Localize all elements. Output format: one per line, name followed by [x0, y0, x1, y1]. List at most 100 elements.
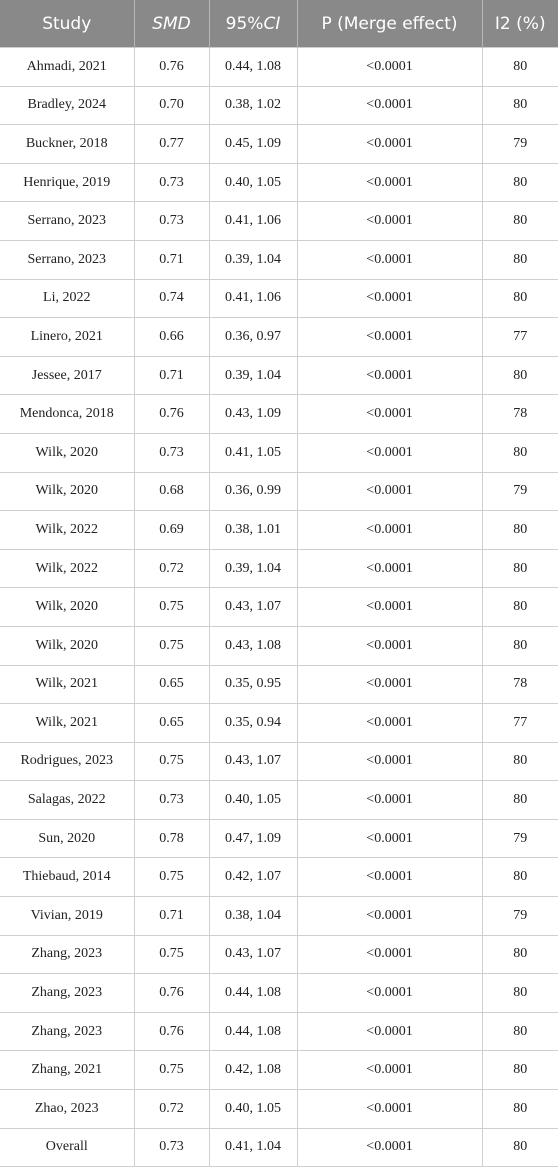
table-cell: Thiebaud, 2014 [0, 857, 135, 898]
table-cell: Serrano, 2023 [0, 201, 135, 241]
table-cell: 80 [481, 239, 558, 280]
table-cell: <0.0001 [296, 818, 483, 859]
table-row: Overall 0.73 0.41, 1.04 <0.0001 80 [0, 1127, 558, 1168]
table-row: Sun, 2020 0.78 0.47, 1.09 <0.0001 79 [0, 818, 558, 859]
table-cell: 0.70 [133, 85, 210, 126]
table-cell: 80 [481, 432, 558, 473]
table-cell: 0.75 [133, 857, 210, 898]
table-row: Bradley, 2024 0.70 0.38, 1.02 <0.0001 80 [0, 85, 558, 126]
table-cell: <0.0001 [296, 587, 483, 627]
table-row: Thiebaud, 2014 0.75 0.42, 1.07 <0.0001 80 [0, 857, 558, 898]
table-cell: Wilk, 2020 [0, 471, 135, 512]
table-cell: 0.73 [133, 1127, 210, 1168]
table-cell: Wilk, 2020 [0, 432, 135, 473]
table-cell: 80 [481, 973, 558, 1013]
table-cell: 0.41, 1.04 [208, 1127, 298, 1168]
table-cell: 0.41, 1.05 [208, 432, 298, 473]
table-cell: 0.75 [133, 1050, 210, 1091]
table-cell: 0.39, 1.04 [208, 355, 298, 396]
table-row: Zhang, 2023 0.76 0.44, 1.08 <0.0001 80 [0, 973, 558, 1013]
table-cell: 0.69 [133, 510, 210, 550]
table-cell: 0.43, 1.08 [208, 625, 298, 666]
table-cell: <0.0001 [296, 162, 483, 203]
header-cell: P (Merge effect) [297, 0, 483, 48]
table-cell: 80 [481, 162, 558, 203]
table-cell: 0.41, 1.06 [208, 201, 298, 241]
table-cell: 0.78 [133, 818, 210, 859]
table-cell: <0.0001 [296, 1127, 483, 1168]
table-cell: Mendonca, 2018 [0, 394, 135, 434]
table-row: Wilk, 2021 0.65 0.35, 0.94 <0.0001 77 [0, 703, 558, 743]
table-cell: <0.0001 [296, 278, 483, 319]
table-row: Vivian, 2019 0.71 0.38, 1.04 <0.0001 79 [0, 896, 558, 936]
header-cell: SMD [134, 0, 210, 48]
table-cell: <0.0001 [296, 548, 483, 589]
table-cell: 80 [481, 1127, 558, 1168]
header-cell: Study [0, 0, 135, 48]
table-cell: 0.43, 1.07 [208, 587, 298, 627]
table-cell: 0.72 [133, 548, 210, 589]
table-row: Serrano, 2023 0.71 0.39, 1.04 <0.0001 80 [0, 239, 558, 280]
header-cell: 95%CI [209, 0, 298, 48]
table-cell: Wilk, 2021 [0, 664, 135, 705]
table-row: Wilk, 2020 0.75 0.43, 1.08 <0.0001 80 [0, 625, 558, 666]
table-cell: 80 [481, 1011, 558, 1052]
table-cell: Wilk, 2020 [0, 587, 135, 627]
table-cell: 80 [481, 355, 558, 396]
table-cell: 0.71 [133, 239, 210, 280]
table-row: Henrique, 2019 0.73 0.40, 1.05 <0.0001 80 [0, 162, 558, 203]
table-cell: 0.35, 0.94 [208, 703, 298, 743]
header-text: 95% [225, 13, 264, 34]
table-cell: 0.42, 1.08 [208, 1050, 298, 1091]
table-cell: <0.0001 [296, 973, 483, 1013]
table-cell: 0.76 [133, 973, 210, 1013]
table-cell: 0.41, 1.06 [208, 278, 298, 319]
table-cell: 80 [481, 625, 558, 666]
header-text: CI [263, 13, 281, 34]
table-cell: Zhang, 2023 [0, 934, 135, 975]
table-cell: 0.40, 1.05 [208, 162, 298, 203]
table-cell: 80 [481, 278, 558, 319]
table-cell: Bradley, 2024 [0, 85, 135, 126]
table-cell: 0.39, 1.04 [208, 239, 298, 280]
table-cell: 77 [481, 317, 558, 357]
table-cell: 80 [481, 201, 558, 241]
table-cell: 0.65 [133, 703, 210, 743]
table-cell: Ahmadi, 2021 [0, 47, 135, 87]
table-cell: 0.73 [133, 432, 210, 473]
table-cell: <0.0001 [296, 394, 483, 434]
table-cell: 0.43, 1.07 [208, 741, 298, 782]
table-cell: <0.0001 [296, 703, 483, 743]
table-cell: Wilk, 2020 [0, 625, 135, 666]
table-cell: 80 [481, 934, 558, 975]
table-cell: 0.40, 1.05 [208, 1089, 298, 1129]
table-cell: Vivian, 2019 [0, 896, 135, 936]
table-cell: 78 [481, 394, 558, 434]
table-cell: 0.39, 1.04 [208, 548, 298, 589]
table-row: Salagas, 2022 0.73 0.40, 1.05 <0.0001 80 [0, 780, 558, 820]
table-cell: 0.68 [133, 471, 210, 512]
table-row: Wilk, 2020 0.68 0.36, 0.99 <0.0001 79 [0, 471, 558, 512]
table-cell: 79 [481, 896, 558, 936]
table-cell: 80 [481, 1050, 558, 1091]
table-cell: <0.0001 [296, 432, 483, 473]
table-cell: Zhang, 2023 [0, 973, 135, 1013]
table-cell: <0.0001 [296, 934, 483, 975]
table-cell: 0.75 [133, 934, 210, 975]
table-cell: 80 [481, 510, 558, 550]
table-row: Zhang, 2023 0.76 0.44, 1.08 <0.0001 80 [0, 1011, 558, 1052]
table-cell: <0.0001 [296, 317, 483, 357]
table-cell: Li, 2022 [0, 278, 135, 319]
table-cell: 80 [481, 780, 558, 820]
table-cell: <0.0001 [296, 896, 483, 936]
table-cell: 0.47, 1.09 [208, 818, 298, 859]
table-cell: 0.36, 0.99 [208, 471, 298, 512]
table-cell: 77 [481, 703, 558, 743]
table-cell: 0.42, 1.07 [208, 857, 298, 898]
table-cell: <0.0001 [296, 124, 483, 164]
table-row: Wilk, 2022 0.72 0.39, 1.04 <0.0001 80 [0, 548, 558, 589]
table-cell: <0.0001 [296, 857, 483, 898]
table-cell: 0.38, 1.01 [208, 510, 298, 550]
